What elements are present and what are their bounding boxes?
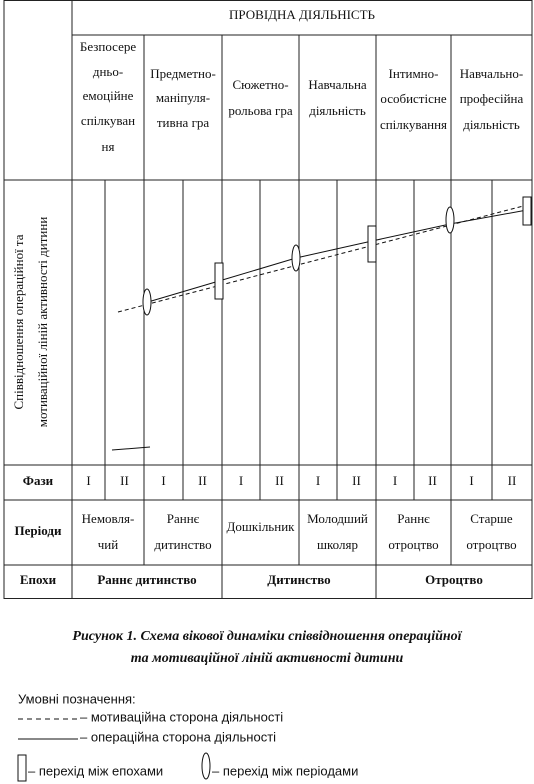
activity-text: Навчально- [460,66,523,81]
activity-text: рольова гра [228,103,293,118]
phase-label: I [316,473,320,488]
axis-label: мотиваційної ліній активності дитини [35,217,50,428]
activity-text: емоційне [83,88,134,103]
period-label: отроцтво [388,537,438,552]
period-label: Раннє [397,511,430,526]
period-label: Дошкільник [227,519,296,534]
legend-item: – мотиваційна сторона діяльності [80,709,283,724]
activity-text: Навчальна [308,77,367,92]
period-label: чий [98,537,118,552]
activity-text: професійна [460,91,524,106]
phase-label: II [428,473,437,488]
period-label: Раннє [167,511,200,526]
dynamics-lines [111,196,532,451]
epoch-label: Раннє дитинство [97,572,196,587]
period-label: Немовля- [82,511,135,526]
activity-text: особистісне [380,91,446,106]
period-label: школяр [317,537,358,552]
activity-text: Сюжетно- [232,77,288,92]
legend-title: Умовні позначення: [18,691,136,706]
phase-label: II [120,473,129,488]
phase-label: II [508,473,517,488]
period-label: отроцтво [466,537,516,552]
phase-label: I [469,473,473,488]
row-label: Фази [23,473,54,488]
phase-label: I [86,473,90,488]
phase-label: I [239,473,243,488]
phase-label: II [275,473,284,488]
phase-label: II [198,473,207,488]
table-frame [3,0,533,599]
phase-label: II [352,473,361,488]
header-title: ПРОВІДНА ДІЯЛЬНІСТЬ [229,7,376,22]
caption: Рисунок 1. Схема вікової динаміки співві… [72,629,462,644]
legend-item: – операційна сторона діяльності [80,729,276,744]
axis-label: Співвідношення операційної та [11,234,26,409]
activity-text: спілкуван [81,113,135,128]
activity-text: тивна гра [157,115,210,130]
epoch-label: Отроцтво [425,572,483,587]
activity-text: Інтимно- [389,66,439,81]
legend-symbols [17,718,211,782]
activity-text: Безпосере [80,39,137,54]
period-label: Молодший [307,511,368,526]
epoch-label: Дитинство [267,572,330,587]
row-label: Епохи [20,572,57,587]
activity-text: діяльність [463,117,520,132]
activity-text: спілкування [380,117,447,132]
activity-text: діяльність [309,103,366,118]
activity-text: маніпуля- [156,90,210,105]
row-label: Періоди [15,523,62,538]
activity-text: дньо- [93,64,123,79]
period-label: Старше [470,511,513,526]
phase-label: I [161,473,165,488]
legend-item: – перехід між епохами [28,763,163,778]
caption: та мотиваційної ліній активності дитини [131,651,404,666]
legend-item: – перехід між періодами [212,763,358,778]
activity-text: ня [102,139,115,154]
activity-text: Предметно- [150,66,216,81]
phase-label: I [393,473,397,488]
period-label: дитинство [154,537,211,552]
